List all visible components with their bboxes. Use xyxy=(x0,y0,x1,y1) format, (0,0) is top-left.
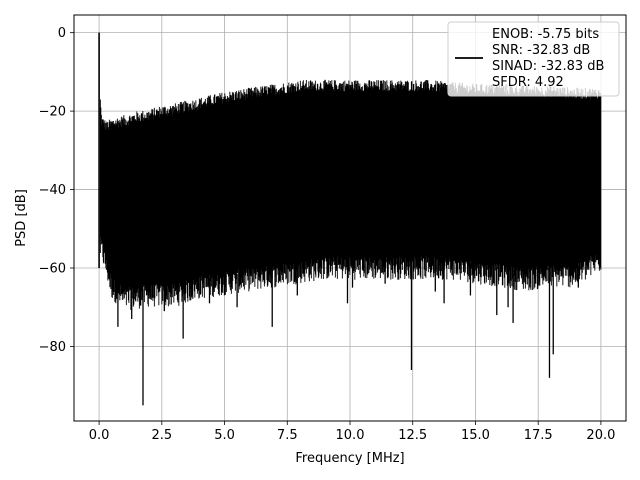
y-axis-ticks: 0 −20 −40 −60 −80 xyxy=(39,26,74,355)
x-tick-label: 2.5 xyxy=(151,428,172,443)
x-tick-label: 15.0 xyxy=(461,428,490,443)
x-axis-ticks: 0.0 2.5 5.0 7.5 10.0 12.5 15.0 17.5 20.0 xyxy=(89,421,615,443)
y-axis-label: PSD [dB] xyxy=(14,189,29,247)
x-tick-label: 10.0 xyxy=(336,428,365,443)
legend-line-sfdr: SFDR: 4.92 xyxy=(492,75,564,90)
legend-line-enob: ENOB: -5.75 bits xyxy=(492,27,599,42)
series-layer xyxy=(98,32,602,406)
x-tick-label: 12.5 xyxy=(398,428,427,443)
x-tick-label: 20.0 xyxy=(586,428,615,443)
y-tick-label: −60 xyxy=(39,262,66,277)
legend-line-sinad: SINAD: -32.83 dB xyxy=(492,59,604,74)
y-tick-label: 0 xyxy=(58,26,66,41)
legend-line-snr: SNR: -32.83 dB xyxy=(492,43,590,58)
legend-box xyxy=(447,21,620,97)
x-tick-label: 5.0 xyxy=(214,428,235,443)
psd-trace xyxy=(99,79,602,310)
x-tick-label: 0.0 xyxy=(89,428,110,443)
x-axis-label: Frequency [MHz] xyxy=(295,451,404,466)
x-tick-label: 7.5 xyxy=(277,428,298,443)
y-tick-label: −20 xyxy=(39,105,66,120)
y-tick-label: −80 xyxy=(39,340,66,355)
y-tick-label: −40 xyxy=(39,183,66,198)
x-tick-label: 17.5 xyxy=(524,428,553,443)
legend: ENOB: -5.75 bits SNR: -32.83 dB SINAD: -… xyxy=(447,21,620,97)
